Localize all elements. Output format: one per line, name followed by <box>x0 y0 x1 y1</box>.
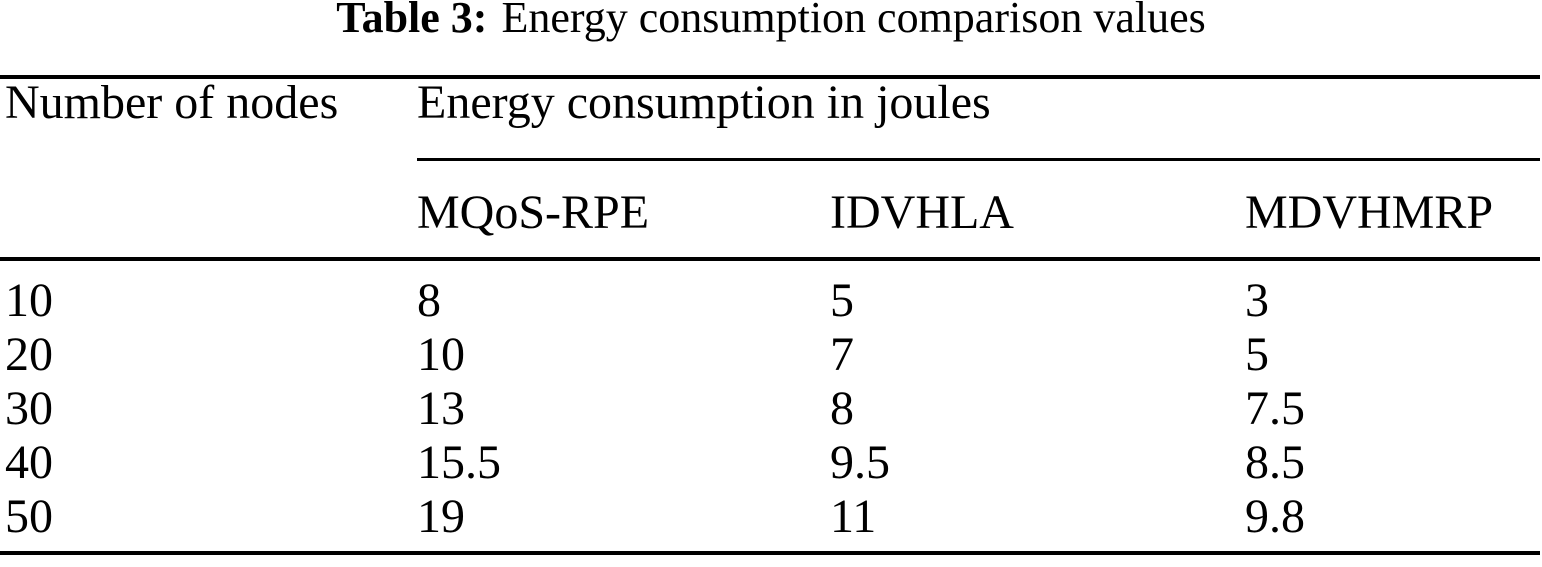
table-caption-label: Table 3: <box>336 0 488 42</box>
group-header-energy-consumption: Energy consumption in joules <box>417 76 991 129</box>
table-top-rule <box>0 75 1540 79</box>
table-caption-text: Energy consumption comparison values <box>501 0 1206 42</box>
cell-mdvhmrp: 8.5 <box>1245 436 1305 489</box>
column-header-mdvhmrp: MDVHMRP <box>1245 186 1494 239</box>
column-header-mqos-rpe: MQoS-RPE <box>417 186 650 239</box>
cell-idvhla: 5 <box>830 274 854 327</box>
table-bottom-rule <box>0 551 1540 555</box>
cell-mqos-rpe: 19 <box>417 490 465 543</box>
cell-mdvhmrp: 3 <box>1245 274 1269 327</box>
cell-mdvhmrp: 5 <box>1245 328 1269 381</box>
cell-mqos-rpe: 8 <box>417 274 441 327</box>
row-nodes-value: 40 <box>5 436 53 489</box>
cell-mqos-rpe: 13 <box>417 382 465 435</box>
row-nodes-value: 30 <box>5 382 53 435</box>
cell-mqos-rpe: 10 <box>417 328 465 381</box>
cell-mqos-rpe: 15.5 <box>417 436 501 489</box>
cell-idvhla: 7 <box>830 328 854 381</box>
table-caption: Table 3: Energy consumption comparison va… <box>0 0 1542 43</box>
cell-mdvhmrp: 7.5 <box>1245 382 1305 435</box>
row-nodes-value: 20 <box>5 328 53 381</box>
cell-mdvhmrp: 9.8 <box>1245 490 1305 543</box>
row-nodes-value: 10 <box>5 274 53 327</box>
row-nodes-value: 50 <box>5 490 53 543</box>
cell-idvhla: 9.5 <box>830 436 890 489</box>
cell-idvhla: 8 <box>830 382 854 435</box>
table-header-rule <box>0 257 1540 261</box>
column-header-number-of-nodes: Number of nodes <box>5 76 339 129</box>
group-header-rule <box>417 158 1540 161</box>
cell-idvhla: 11 <box>830 490 877 543</box>
column-header-idvhla: IDVHLA <box>830 186 1014 239</box>
